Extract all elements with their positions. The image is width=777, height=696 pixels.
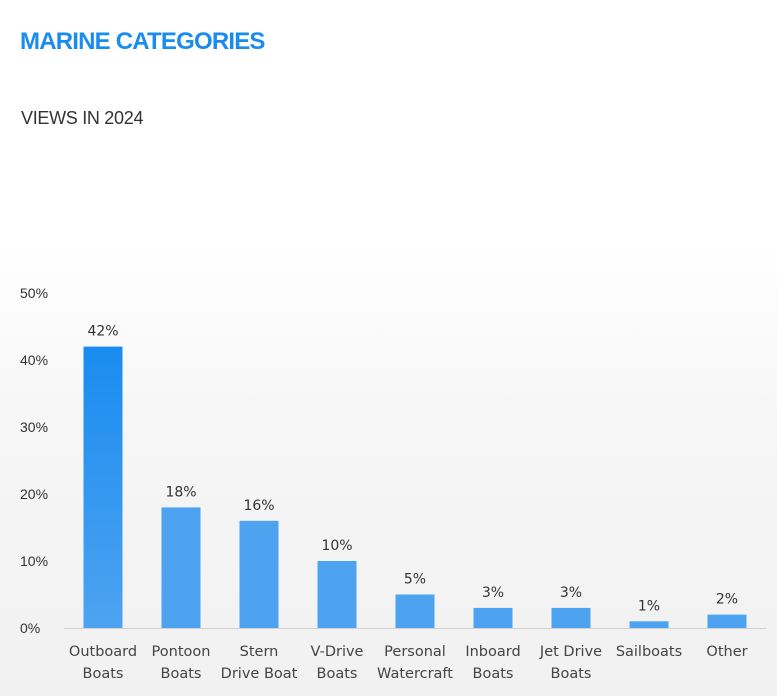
x-tick-label: Boats bbox=[83, 666, 124, 682]
data-label: 42% bbox=[87, 324, 118, 340]
y-axis: 0% 10% 20% 30% 40% 50% bbox=[20, 285, 48, 636]
data-label: 18% bbox=[165, 484, 196, 500]
bar bbox=[239, 520, 279, 628]
chart-background bbox=[0, 240, 777, 696]
x-tick-label: Boats bbox=[317, 666, 358, 682]
bar bbox=[707, 614, 747, 628]
x-tick-label: Boats bbox=[473, 666, 514, 682]
chart-subtitle: VIEWS IN 2024 bbox=[21, 108, 144, 128]
header: MARINE CATEGORIES VIEWS IN 2024 bbox=[0, 0, 777, 240]
bar bbox=[395, 594, 435, 628]
data-label: 1% bbox=[638, 598, 660, 614]
category-labels: Outboard Boats Pontoon Boats Stern Drive Boat… bbox=[69, 644, 748, 682]
y-tick-label: 20% bbox=[20, 486, 48, 502]
x-tick-label: Sailboats bbox=[616, 644, 682, 660]
data-label: 2% bbox=[716, 592, 738, 608]
x-tick-label: Drive Boat bbox=[221, 666, 298, 682]
x-tick-label: Watercraft bbox=[377, 666, 453, 682]
data-label: 5% bbox=[404, 572, 426, 588]
x-tick-label: Personal bbox=[384, 644, 446, 660]
data-label: 3% bbox=[482, 585, 504, 601]
x-tick-label: Pontoon bbox=[152, 644, 211, 660]
data-label: 16% bbox=[243, 498, 274, 514]
y-tick-label: 10% bbox=[20, 553, 48, 569]
x-tick-label: Outboard bbox=[69, 644, 137, 660]
y-tick-label: 0% bbox=[20, 620, 40, 636]
x-tick-label: Inboard bbox=[465, 644, 520, 660]
y-tick-label: 30% bbox=[20, 419, 48, 435]
y-tick-label: 50% bbox=[20, 285, 48, 301]
x-tick-label: Stern bbox=[240, 644, 279, 660]
bars bbox=[83, 346, 747, 628]
x-tick-label: Boats bbox=[551, 666, 592, 682]
x-tick-label: Other bbox=[706, 644, 747, 660]
bar bbox=[83, 346, 123, 628]
bar bbox=[317, 561, 357, 628]
bar bbox=[161, 507, 201, 628]
x-tick-label: Jet Drive bbox=[539, 644, 602, 660]
y-tick-label: 40% bbox=[20, 352, 48, 368]
data-label: 3% bbox=[560, 585, 582, 601]
page-title: MARINE CATEGORIES bbox=[20, 28, 265, 55]
bar bbox=[473, 607, 513, 628]
bar bbox=[551, 607, 591, 628]
data-label: 10% bbox=[321, 538, 352, 554]
x-tick-label: Boats bbox=[161, 666, 202, 682]
bar bbox=[629, 621, 669, 628]
data-labels: 42% 18% 16% 10% 5% 3% 3% 1% 2% bbox=[87, 324, 738, 615]
x-tick-label: V-Drive bbox=[311, 644, 364, 660]
